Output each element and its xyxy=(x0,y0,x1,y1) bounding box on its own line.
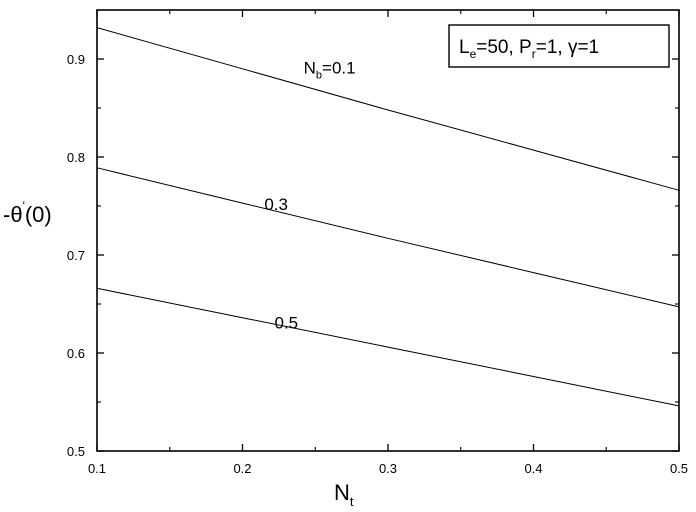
curve-label-value: =0.1 xyxy=(322,59,356,78)
curve-label-3: 0.5 xyxy=(275,314,299,333)
legend-l-subscript: e xyxy=(470,47,477,61)
legend-p-subscript: r xyxy=(532,47,536,61)
x-axis-label: Nt xyxy=(334,480,354,509)
data-series xyxy=(96,27,680,407)
axis-ticks: 0.1 0.2 0.3 0.4 0.5 0.5 0.6 0.7 0.8 0.9 xyxy=(67,10,688,476)
curve-label-1: Nb=0.1 xyxy=(304,59,356,82)
y-axis-label: -θ'(0) xyxy=(3,199,52,227)
y-axis-label-tail: (0) xyxy=(25,202,52,227)
legend-l-rest: =50, P xyxy=(476,37,531,58)
y-tick-label: 0.5 xyxy=(67,444,85,459)
plot-frame xyxy=(96,9,680,452)
x-tick-label: 0.2 xyxy=(233,461,251,476)
curve-labels: Nb=0.1 0.3 0.5 xyxy=(264,59,355,333)
series-line-3 xyxy=(96,287,680,407)
curve-label-value: 0.5 xyxy=(275,314,299,333)
x-tick-label: 0.1 xyxy=(88,461,106,476)
x-tick-label: 0.5 xyxy=(670,461,688,476)
legend-p-rest: =1, γ=1 xyxy=(536,37,599,58)
curve-label-main: N xyxy=(304,59,316,78)
legend-text: Le=50, Pr=1, γ=1 xyxy=(459,37,599,61)
y-tick-label: 0.8 xyxy=(67,150,85,165)
series-line-2 xyxy=(96,167,680,308)
curve-label-2: 0.3 xyxy=(264,195,288,214)
y-tick-label: 0.7 xyxy=(67,248,85,263)
y-tick-label: 0.9 xyxy=(67,52,85,67)
y-axis-label-superscript: ' xyxy=(23,199,25,213)
curve-label-value: 0.3 xyxy=(264,195,288,214)
series-line-1 xyxy=(96,27,680,191)
y-tick-label: 0.6 xyxy=(67,346,85,361)
curve-label-subscript: b xyxy=(316,70,322,82)
legend-frame xyxy=(448,24,670,68)
legend-box: Le=50, Pr=1, γ=1 xyxy=(448,24,670,68)
x-tick-label: 0.4 xyxy=(524,461,542,476)
x-axis-label-subscript: t xyxy=(350,494,354,509)
x-tick-label: 0.3 xyxy=(379,461,397,476)
